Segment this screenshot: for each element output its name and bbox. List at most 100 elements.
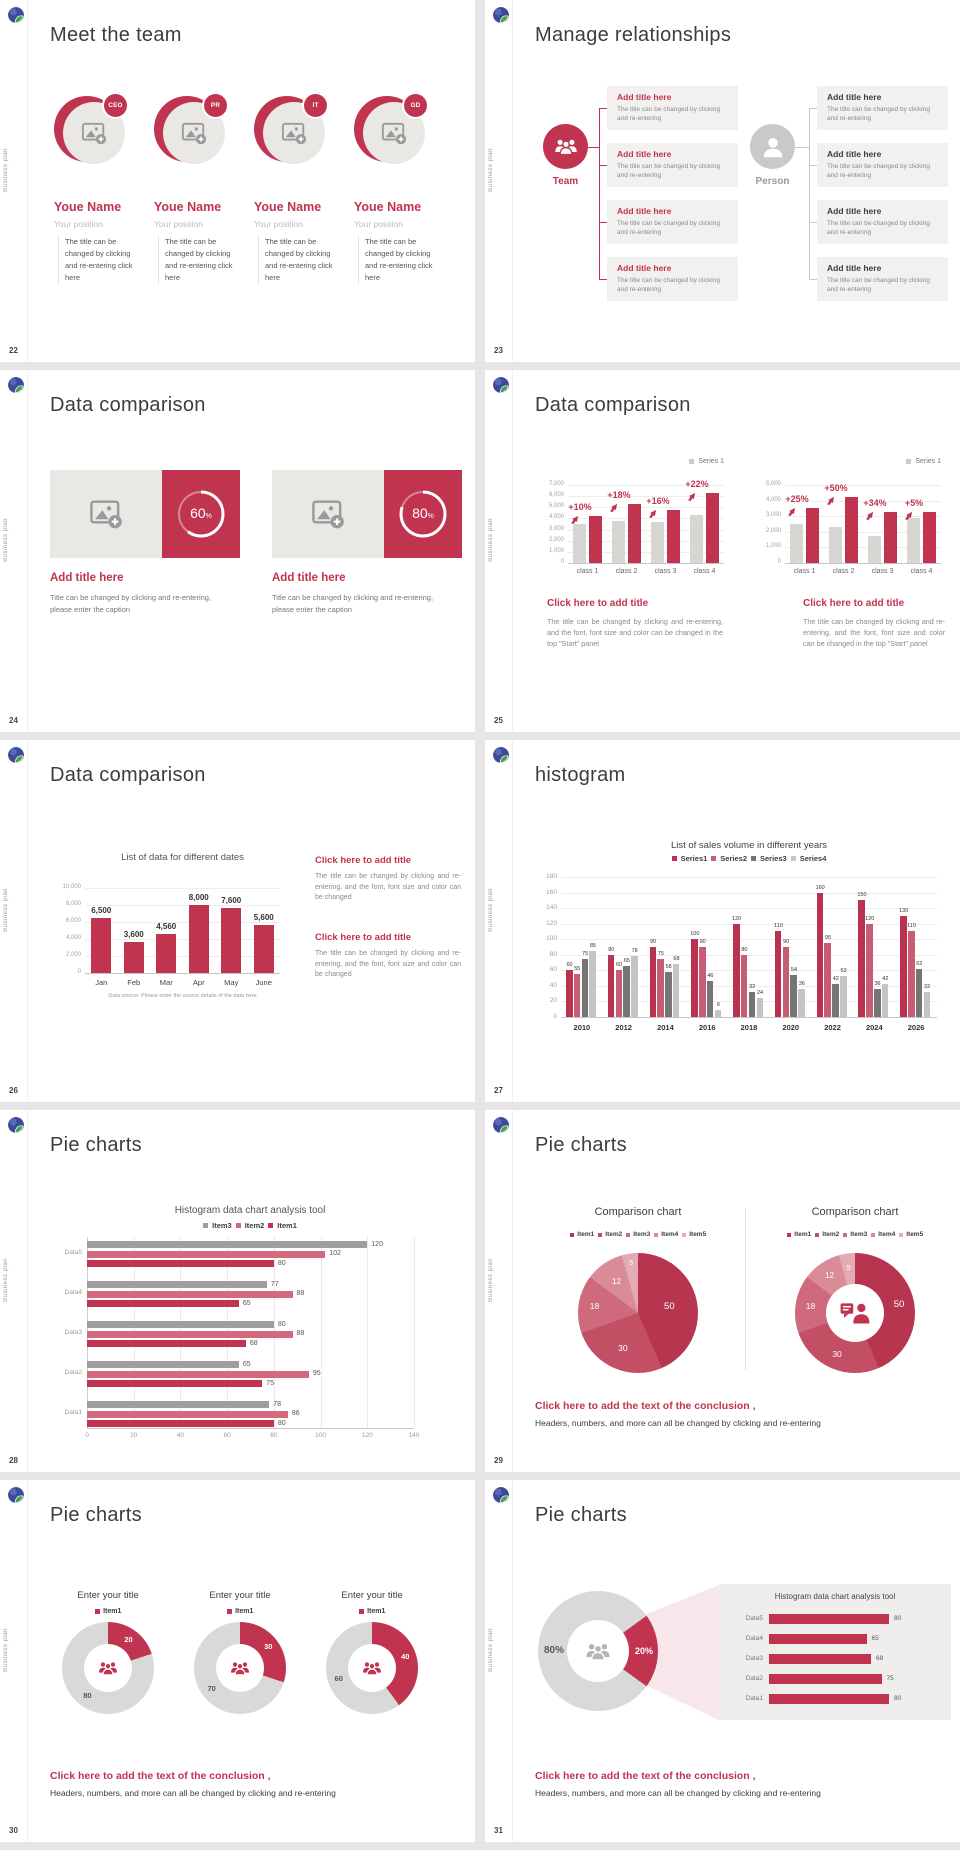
info-box: Add title here The title can be changed b… [607,86,738,130]
legend-label: Item5 [906,1231,924,1238]
bar-value-label: 55 [574,966,581,973]
y-axis-tick-label: 0 [77,969,81,975]
y-gridline [561,923,937,925]
chart-title: Enter your title [209,1590,271,1601]
bar [123,942,144,973]
annotation-label: +22% [685,478,709,489]
chart-title: Histogram data chart analysis tool [174,1205,326,1216]
x-axis-label: May [224,978,239,987]
y-axis-tick-label: 5,000 [548,503,564,510]
bar-value-label: 78 [273,1400,281,1408]
y-axis-tick-label: 3,000 [765,512,781,519]
block-text: The title can be changed by clicking and… [547,617,723,649]
bar [884,512,897,563]
info-box-title: Add title here [617,263,672,273]
analysis-panel: Histogram data chart analysis tool Data5 8… [719,1584,951,1720]
slide-content: 80% 20% Histogram data chart analysis tool… [485,1480,960,1842]
bar-value-label: 24 [756,990,764,997]
donut-hole [567,1620,629,1682]
block-text: The title can be changed by clicking and… [315,873,461,901]
bar [665,971,672,1017]
bar [881,984,889,1017]
pie-value-label: 5 [629,1258,634,1268]
x-axis-tick-label: 140 [408,1432,420,1439]
slide-title: Meet the team [50,24,182,46]
y-gridline [568,529,724,531]
bar [573,974,581,1017]
legend-label: Item1 [103,1608,122,1615]
bar [607,954,615,1017]
x-axis-label: class 2 [832,568,855,575]
bar [868,535,881,563]
bar [829,527,842,563]
bar [740,954,748,1017]
percent-card: 60% [50,470,240,558]
y-axis-tick-label: 40 [549,981,557,989]
bar [874,989,881,1017]
x-axis-label: class 3 [654,568,677,575]
connector-line [809,108,817,109]
bar [631,956,638,1017]
connector-line [588,147,599,148]
y-gridline [85,905,280,906]
legend-swatch [235,1223,241,1228]
legend-swatch [358,1609,364,1614]
y-gridline [568,485,724,486]
bar [566,970,573,1017]
x-axis-label: class 2 [615,568,638,575]
block-text: The title can be changed by clicking and… [803,617,945,649]
y-axis-tick-label: 60 [549,966,557,974]
slide-title: Pie charts [50,1504,142,1526]
percent-sign: % [205,513,212,520]
bar-value-label: 65 [242,1299,251,1307]
y-axis-tick-label: 6,000 [65,918,81,924]
legend-swatch [671,856,677,861]
legend-label: Item3 [850,1231,868,1238]
y-gridline [568,551,724,553]
role-badge-label: CEO [108,102,123,109]
bar-value-label: 5,600 [253,913,274,923]
bar-value-label: 58 [665,963,672,970]
card-caption: Title can be changed by clicking and re-… [50,593,212,614]
donut-value-label: 20% [634,1646,653,1656]
y-axis-tick-label: 20 [549,997,557,1005]
increase-arrow-icon [570,511,579,525]
y-gridline [785,500,941,502]
role-badge: GD [404,94,427,117]
member-position: Your position [54,219,103,229]
role-badge-label: GD [410,102,421,109]
legend-label: Item1 [367,1608,386,1615]
chart-title: Comparison chart [811,1206,899,1218]
bar-value-label: 9 [716,1002,720,1008]
chart-legend: Item1 [212,1608,475,1615]
chart-title: Enter your title [77,1590,139,1601]
member-position: Your position [154,219,203,229]
bar-value-label: 75 [266,1379,274,1387]
y-axis-tick-label: 180 [546,873,557,880]
y-gridline [568,540,724,542]
conclusion-title: Click here to add the text of the conclu… [535,1400,756,1412]
info-box-text: The title can be changed by clicking and… [827,163,930,180]
y-axis-tick-label: 2,000 [765,527,781,534]
y-axis-tick-label: 10,000 [62,884,81,890]
percent-number: 60 [190,505,206,521]
slide-31: Business plan Pie charts 80% 20% Histogram… [485,1480,960,1842]
y-axis-tick-label: 5,000 [765,481,781,487]
image-placeholder-icon [89,498,123,530]
legend-label: Item4 [878,1231,896,1238]
bar [87,1380,263,1387]
app-logo-icon [8,747,24,763]
legend-label: Item5 [689,1231,707,1238]
y-gridline [568,496,724,498]
legend-swatch [842,1232,847,1237]
member-desc: The title can be changed by clicking and… [358,236,438,284]
bar [806,508,819,563]
legend-label: Item2 [822,1231,840,1238]
bar-value-label: 53 [840,967,847,974]
donut-hole [348,1644,396,1692]
donut-value-label: 60 [334,1673,343,1683]
legend-label: Item2 [605,1231,623,1238]
y-axis-tick-label: 4,000 [65,935,81,941]
percent-value: 80% [394,505,452,521]
